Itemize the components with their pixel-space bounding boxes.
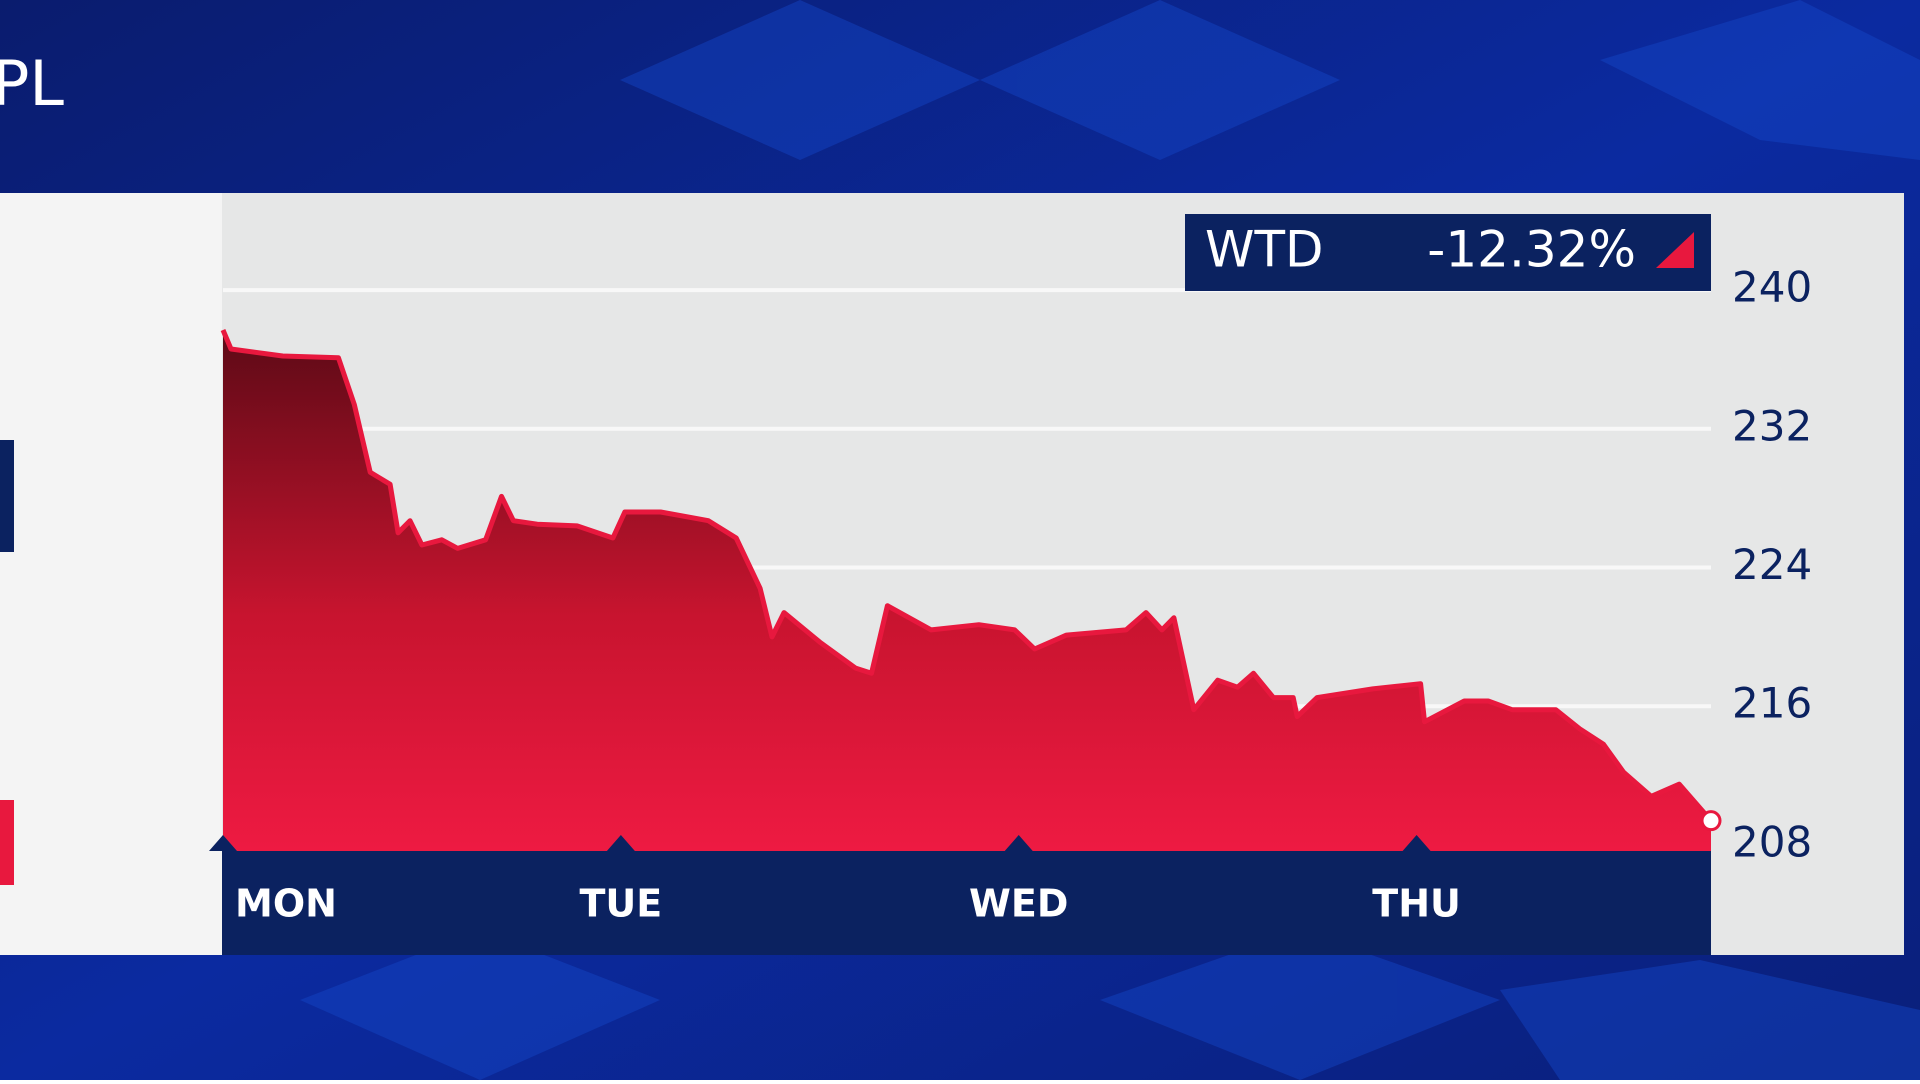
y-tick-label: 216 <box>1732 679 1812 728</box>
badge-label: WTD <box>1205 221 1323 279</box>
x-tick-label: MON <box>235 882 337 926</box>
line <box>220 329 1713 823</box>
x-tick-label: WED <box>969 882 1068 926</box>
ticker-label: PL <box>0 47 64 120</box>
y-tick-label: 232 <box>1732 401 1812 450</box>
side-block <box>0 440 14 552</box>
x-axis-band <box>222 851 1711 955</box>
x-tick-mark <box>1004 835 1033 851</box>
area <box>223 330 1711 851</box>
x-tick-label: TUE <box>579 882 662 926</box>
plot <box>220 288 1722 851</box>
x-tick-mark <box>1402 835 1431 851</box>
badge-change: -12.32% <box>1427 221 1636 279</box>
x-tick-label: THU <box>1372 882 1461 926</box>
y-tick-label: 224 <box>1732 540 1812 589</box>
badge <box>1185 214 1711 291</box>
background-shapes <box>300 0 1920 1080</box>
last-point <box>1700 810 1722 832</box>
y-tick-label: 208 <box>1732 817 1812 866</box>
x-axis: MON TUE WED THU <box>209 835 1461 926</box>
x-tick-mark <box>209 835 237 851</box>
x-tick-mark <box>606 835 635 851</box>
y-tick-label: 240 <box>1732 263 1812 312</box>
side-accent <box>0 800 14 885</box>
badge-down-icon <box>1656 232 1694 268</box>
side-panel <box>0 193 222 955</box>
